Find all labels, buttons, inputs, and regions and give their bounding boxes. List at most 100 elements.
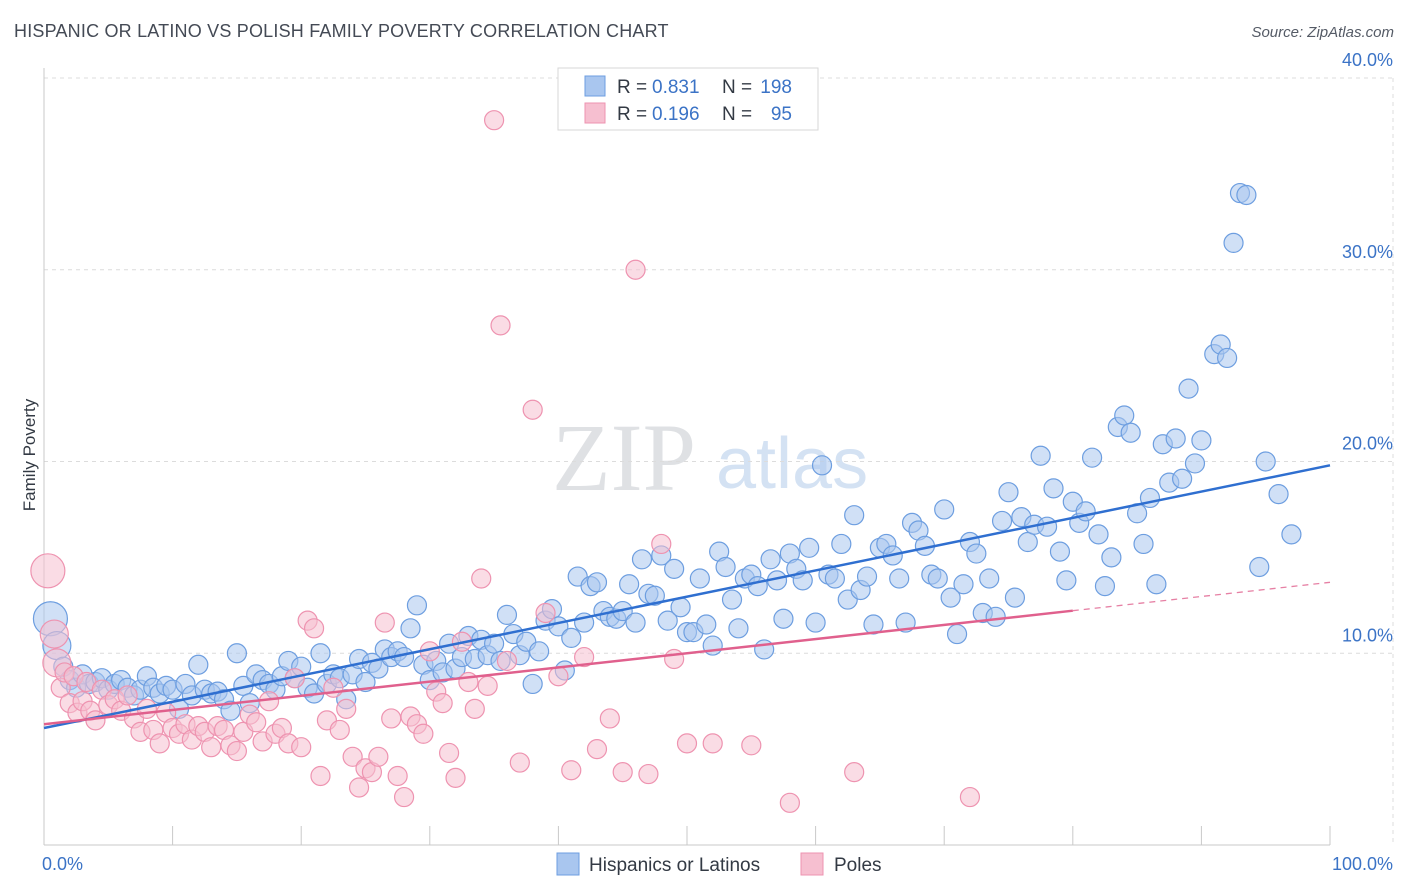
pink-point-75 (496, 650, 518, 672)
pink-point-49 (329, 719, 350, 741)
series-legend: Hispanics or Latinos Poles (556, 852, 882, 876)
pink-point-0 (30, 553, 66, 589)
blue-point-183 (1223, 232, 1244, 254)
pink-point-65 (432, 693, 453, 714)
blue-point-141 (946, 623, 968, 645)
pink-point-57 (381, 708, 402, 729)
legend-r-value-1: 0.831 (652, 77, 700, 98)
y-axis-title: Family Poverty (20, 398, 39, 511)
blue-point-170 (1133, 533, 1154, 555)
pink-point-70 (464, 698, 485, 719)
blue-point-157 (1049, 541, 1071, 562)
pink-point-50 (336, 698, 357, 719)
blue-point-107 (728, 618, 749, 639)
pink-point-55 (368, 746, 389, 767)
blue-point-187 (1255, 451, 1276, 472)
bottom-legend-label-hispanics: Hispanics or Latinos (589, 855, 760, 876)
pink-point-33 (226, 740, 247, 762)
pink-point-89 (676, 733, 698, 754)
blue-point-162 (1081, 447, 1103, 468)
blue-point-147 (985, 606, 1006, 627)
blue-point-167 (1114, 405, 1135, 426)
pink-point-21 (149, 733, 170, 754)
y-tick-label-1: 20.0% (1342, 434, 1393, 454)
watermark-zip: ZIP (552, 404, 696, 511)
blue-point-118 (799, 537, 820, 558)
legend-swatch-blue (584, 75, 606, 97)
chart-source: Source: ZipAtlas.com (1251, 24, 1394, 41)
blue-point-76 (529, 641, 550, 662)
blue-point-164 (1094, 576, 1116, 597)
legend-r-label-1: R = (617, 77, 647, 98)
y-tick-label-3: 40.0% (1342, 50, 1393, 70)
blue-point-172 (1146, 574, 1167, 595)
pink-point-72 (477, 675, 498, 696)
pink-point-29 (201, 737, 222, 758)
x-tick-label-1: 100.0% (1332, 854, 1393, 874)
blue-point-155 (1036, 516, 1058, 537)
blue-point-179 (1191, 430, 1212, 451)
bottom-legend-swatch-pink (800, 852, 824, 876)
blue-point-182 (1217, 347, 1238, 369)
pink-point-56 (374, 612, 395, 633)
pink-point-91 (741, 735, 762, 756)
chart-title: HISPANIC OR LATINO VS POLISH FAMILY POVE… (14, 21, 669, 41)
blue-point-114 (773, 608, 794, 629)
trend-lines (43, 464, 1331, 730)
legend-n-label-1: N = (722, 77, 752, 98)
pink-point-1 (39, 619, 69, 649)
pink-point-48 (323, 677, 344, 698)
blue-point-128 (863, 614, 884, 635)
blue-point-154 (1030, 445, 1051, 466)
blue-point-102 (696, 614, 717, 635)
y-tick-label-0: 10.0% (1342, 625, 1393, 645)
blue-point-101 (689, 568, 710, 589)
pink-point-36 (246, 712, 267, 733)
blue-point-189 (1281, 524, 1302, 545)
blue-point-148 (991, 510, 1013, 532)
pink-point-73 (484, 110, 505, 131)
trend-line-poles (43, 609, 1073, 726)
legend-n-value-1: 198 (760, 77, 792, 98)
pink-point-43 (291, 737, 312, 758)
blue-point-57 (406, 595, 428, 616)
blue-point-120 (811, 455, 833, 476)
blue-point-178 (1184, 453, 1206, 474)
pink-point-87 (651, 533, 672, 555)
pink-point-79 (548, 666, 569, 687)
blue-point-176 (1172, 468, 1193, 489)
pink-point-94 (959, 786, 981, 808)
bottom-legend-swatch-blue (556, 852, 580, 876)
blue-point-125 (844, 505, 865, 526)
pink-point-16 (117, 685, 138, 706)
blue-point-28 (220, 700, 241, 721)
blue-point-158 (1056, 570, 1077, 591)
legend-n-label-2: N = (722, 104, 752, 125)
blue-point-186 (1249, 556, 1270, 578)
blue-point-85 (586, 572, 608, 593)
blue-point-90 (619, 574, 640, 595)
blue-point-81 (561, 627, 582, 649)
pink-point-78 (535, 602, 556, 624)
blue-point-149 (998, 482, 1019, 503)
pink-point-59 (393, 786, 415, 808)
blue-point-156 (1043, 478, 1064, 499)
legend-r-value-2: 0.196 (652, 104, 700, 125)
blue-point-150 (1004, 587, 1026, 608)
blue-point-177 (1178, 378, 1199, 399)
pink-point-58 (387, 765, 408, 787)
blue-point-185 (1236, 184, 1257, 206)
blue-point-29 (226, 643, 247, 664)
blue-point-97 (664, 558, 685, 579)
pink-point-45 (303, 618, 325, 639)
blue-point-105 (715, 556, 736, 578)
blue-point-138 (927, 568, 948, 589)
tick-labels: 10.0% 20.0% 30.0% 40.0% 0.0% 100.0% (42, 50, 1393, 874)
blue-point-42 (310, 643, 331, 664)
blue-point-123 (831, 533, 852, 555)
pink-point-90 (702, 733, 723, 754)
pink-point-92 (779, 792, 800, 813)
blue-point-144 (966, 543, 987, 564)
x-tick-label-0: 0.0% (42, 854, 83, 874)
blue-point-152 (1017, 531, 1038, 553)
